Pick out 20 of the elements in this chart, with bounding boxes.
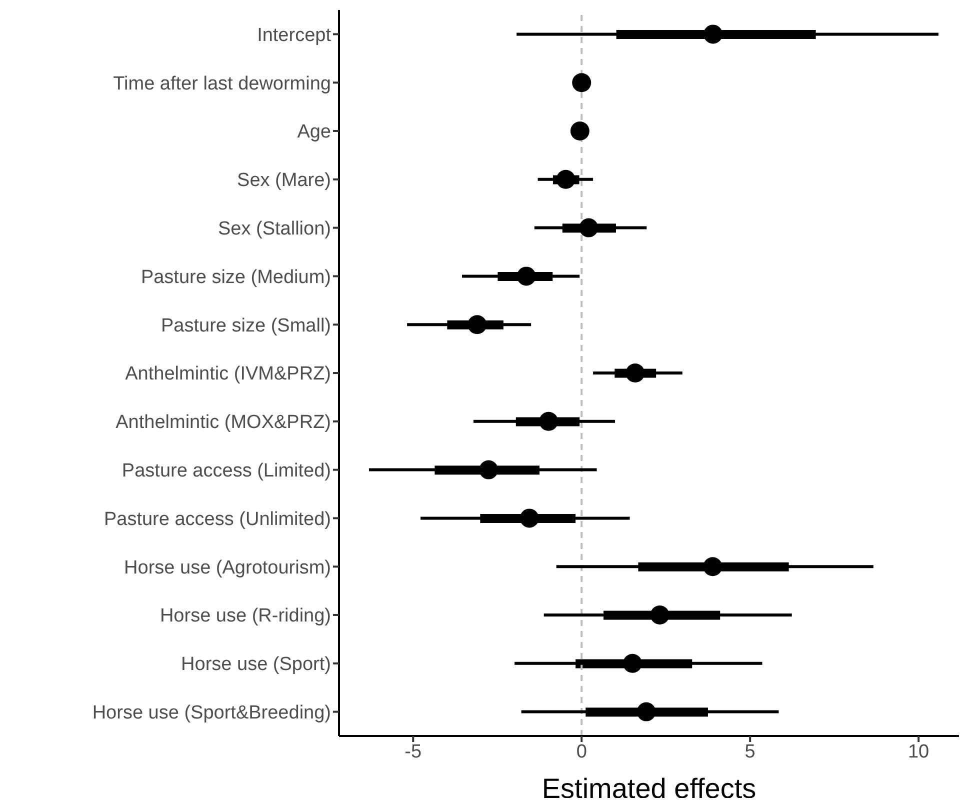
x-axis-title: Estimated effects — [542, 773, 756, 801]
y-tick-label: Time after last deworming — [113, 73, 331, 94]
y-tick-label: Intercept — [257, 24, 332, 46]
x-tick-label: -5 — [404, 741, 422, 762]
x-tick-label: 5 — [744, 741, 756, 762]
y-tick-label: Pasture size (Medium) — [140, 266, 331, 288]
y-tick-label: Age — [297, 122, 331, 143]
y-tick-label: Horse use (Agrotourism) — [124, 557, 331, 578]
y-tick-label: Anthelmintic (MOX&PRZ) — [116, 412, 331, 434]
y-tick-label: Anthelmintic (IVM&PRZ) — [125, 364, 331, 385]
y-tick-label: Sex (Mare) — [237, 170, 331, 192]
y-tick-label: Horse use (R-riding) — [160, 606, 331, 627]
y-tick-label: Sex (Stallion) — [218, 218, 331, 240]
y-tick-label: Horse use (Sport&Breeding) — [92, 702, 331, 724]
y-tick-label: Horse use (Sport) — [181, 654, 331, 676]
y-tick-label: Pasture access (Unlimited) — [104, 508, 331, 530]
y-tick-label: Pasture access (Limited) — [122, 460, 331, 482]
x-tick-label: 0 — [576, 741, 587, 762]
x-tick-label: 10 — [908, 741, 930, 762]
y-tick-label: Pasture size (Small) — [161, 315, 331, 336]
